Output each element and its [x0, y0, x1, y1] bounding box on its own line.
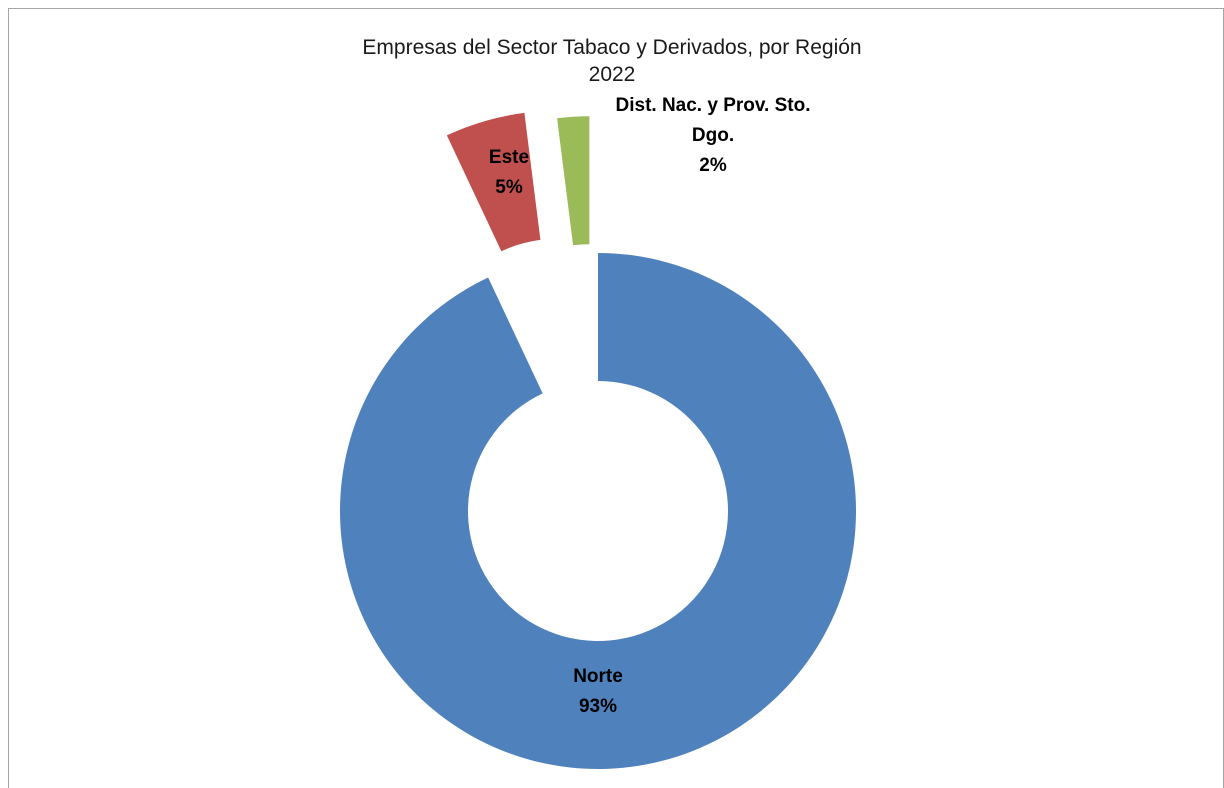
slice-dist-nac-y-prov-sto-dgo	[557, 116, 590, 246]
slice-norte	[340, 253, 857, 769]
chart-title: Empresas del Sector Tabaco y Derivados, …	[362, 36, 862, 59]
data-label-este: Este 5%	[489, 147, 529, 198]
data-label-dist-nac-y-prov-sto-dgo: Dist. Nac. y Prov. Sto. Dgo. 2%	[616, 95, 811, 176]
chart-subtitle: 2022	[588, 63, 636, 86]
slice-este	[446, 112, 541, 252]
data-label-norte: Norte 93%	[573, 666, 623, 717]
